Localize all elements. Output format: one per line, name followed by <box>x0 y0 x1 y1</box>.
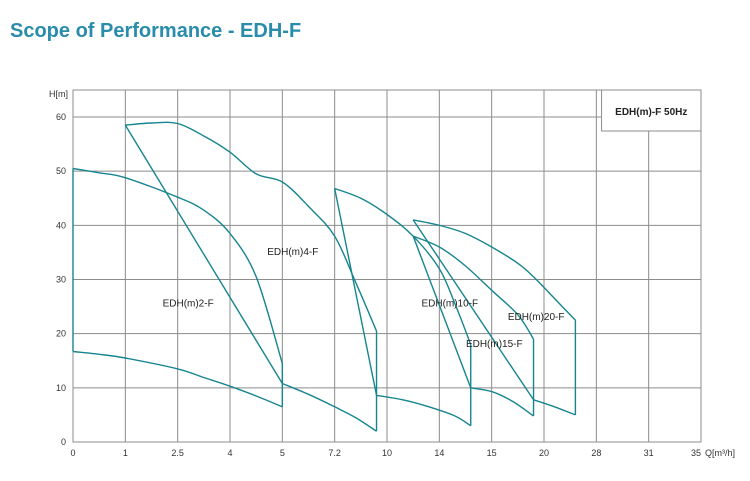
x-tick-label: 15 <box>487 448 497 458</box>
edh-m-15-f-left-edge <box>412 235 472 389</box>
x-tick-label: 1 <box>123 448 128 458</box>
edh-m-10-f-lower-curve <box>376 394 472 427</box>
x-tick-label: 0 <box>70 448 75 458</box>
x-tick-label: 31 <box>644 448 654 458</box>
edh-m-2-f-upper-curve <box>72 167 283 364</box>
y-axis-label: H[m] <box>49 89 68 99</box>
legend-frame <box>601 89 702 132</box>
x-tick-label: 28 <box>591 448 601 458</box>
edh-m-4-f-upper-curve <box>125 121 378 332</box>
x-tick-label: 35 <box>691 448 701 458</box>
edh-m-10-f-left-edge <box>333 188 378 396</box>
x-tick-label: 4 <box>227 448 232 458</box>
x-axis-label: Q[m³/h] <box>705 448 735 458</box>
y-tick-label: 40 <box>56 220 66 230</box>
legend-box: EDH(m)-F 50Hz <box>601 89 702 132</box>
edh-m-15-f-lower-curve <box>470 387 534 417</box>
chart-labels: EDH(m)2-F EDH(m)4-F EDH(m)10-F EDH(m)15-F ED… <box>163 247 565 350</box>
page-title: Scope of Performance - EDH-F <box>10 20 302 42</box>
x-tick-label: 20 <box>539 448 549 458</box>
edh-m-2-f-lower-curve <box>72 350 283 408</box>
x-tick-label: 2.5 <box>171 448 184 458</box>
edh-m-20-f-lower-curve <box>533 399 576 416</box>
y-tick-label: 10 <box>56 383 66 393</box>
x-tick-label: 7.2 <box>328 448 341 458</box>
y-tick-label: 60 <box>56 112 66 122</box>
edh-m-20-f-left-edge <box>412 219 535 401</box>
x-tick-label: 10 <box>382 448 392 458</box>
edh-m-10-f-label: EDH(m)10-F <box>421 299 478 310</box>
edh-m-10-f-upper-curve <box>334 187 472 345</box>
x-tick-label: 5 <box>280 448 285 458</box>
y-tick-label: 0 <box>61 437 66 447</box>
y-tick-label: 30 <box>56 275 66 285</box>
edh-m-20-f-label: EDH(m)20-F <box>508 312 565 323</box>
edh-m-20-f-upper-curve <box>413 219 576 321</box>
chart-ticks: 0 10 20 30 40 50 60 0 1 2.5 4 5 7.2 10 14 15 20 28 31 35 H[m… <box>49 89 735 458</box>
chart-curves <box>72 121 577 432</box>
edh-m-4-f-label: EDH(m)4-F <box>267 247 318 258</box>
edh-m-4-f-lower-curve <box>282 382 377 432</box>
x-tick-label: 14 <box>434 448 444 458</box>
edh-m-4-f-left-edge <box>124 124 283 384</box>
edh-m-2-f-label: EDH(m)2-F <box>163 299 214 310</box>
edh-m-15-f-upper-curve <box>412 235 535 340</box>
y-tick-label: 50 <box>56 166 66 176</box>
edh-m-15-f-label: EDH(m)15-F <box>466 339 523 350</box>
chart-grid <box>72 89 702 443</box>
y-tick-label: 20 <box>56 329 66 339</box>
legend-text: EDH(m)-F 50Hz <box>615 107 687 118</box>
